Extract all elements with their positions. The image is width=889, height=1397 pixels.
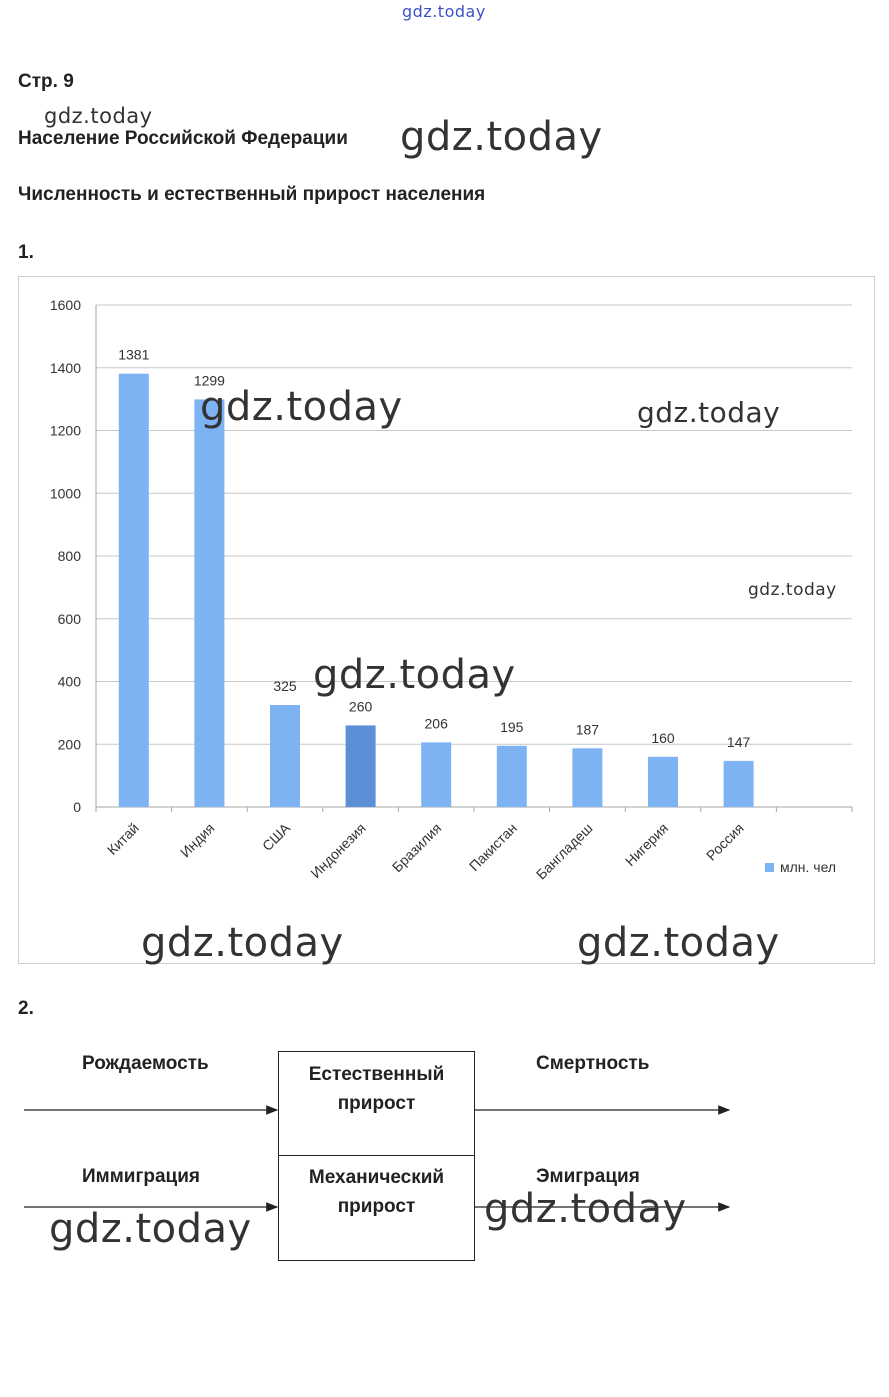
mechanical-growth-line1: Механический [308,1167,445,1188]
immigration-label: Иммиграция [82,1166,200,1187]
data-label: 147 [727,734,751,750]
data-label: 187 [576,721,600,737]
data-label: 260 [349,698,373,714]
section-title: Население Российской Федерации [18,128,348,149]
y-tick-label: 600 [58,611,82,627]
x-tick-label: Пакистан [466,820,520,874]
natural-growth-line2: прирост [337,1093,416,1114]
watermark: gdz.today [44,104,153,128]
task-number-1: 1. [18,242,34,263]
data-label: 325 [273,678,297,694]
bar-chart: 0 200 400 600 800 1000 1200 1400 1600 1381 Китай 12… [50,297,853,883]
bar [345,725,376,807]
page-label: Стр. 9 [18,71,74,92]
y-tick-label: 800 [58,548,82,564]
watermark: gdz.today [402,2,486,21]
x-tick-label: Китай [104,820,142,858]
y-tick-label: 200 [58,736,82,752]
data-label: 160 [651,730,675,746]
subsection-title: Численность и естественный прирост насел… [18,184,486,205]
watermark: gdz.today [748,580,837,600]
bar [648,756,678,807]
data-label: 1299 [194,372,225,388]
x-tick-label: Россия [703,820,747,864]
x-tick-label: Бангладеш [533,820,596,883]
x-tick-label: Нигерия [622,820,671,869]
chart-frame [18,276,875,964]
watermark: gdz.today [49,1206,252,1252]
natural-growth-box: Естественный прирост [278,1051,475,1156]
x-tick-label: США [259,819,294,854]
watermark: gdz.today [313,652,516,698]
task-number-2: 2. [18,998,34,1019]
watermark: gdz.today [577,920,780,966]
y-tick-label: 1200 [50,423,81,439]
bar [421,742,452,807]
bar [270,705,300,807]
watermark: gdz.today [400,114,603,160]
bar [496,745,527,807]
death-rate-label: Смертность [536,1053,650,1074]
bar [118,373,149,807]
data-label: 206 [425,715,449,731]
bar [194,399,225,807]
watermark: gdz.today [637,396,781,429]
bar [572,748,603,807]
natural-growth-line1: Естественный [308,1064,445,1085]
y-tick-label: 1400 [50,360,81,376]
legend-swatch [765,863,774,872]
arrows [24,1105,731,1212]
watermark: gdz.today [141,920,344,966]
y-tick-label: 400 [58,674,82,690]
x-tick-label: Индия [177,820,218,861]
x-tick-label: Индонезия [307,820,368,881]
birth-rate-label: Рождаемость [82,1053,209,1074]
data-label: 195 [500,719,524,735]
y-tick-label: 1600 [50,297,81,313]
y-tick-label: 0 [73,799,81,815]
legend-label: млн. чел [780,859,836,875]
watermark: gdz.today [200,384,403,430]
mechanical-growth-box: Механический прирост [278,1155,475,1261]
y-tick-label: 1000 [50,485,81,501]
watermark: gdz.today [484,1186,687,1232]
data-label: 1381 [118,347,149,363]
mechanical-growth-line2: прирост [337,1196,416,1217]
bar [723,760,754,807]
emigration-label: Эмиграция [536,1166,640,1187]
x-tick-label: Бразилия [389,820,444,875]
